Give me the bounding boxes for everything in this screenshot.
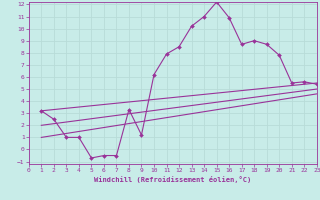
X-axis label: Windchill (Refroidissement éolien,°C): Windchill (Refroidissement éolien,°C) (94, 176, 252, 183)
